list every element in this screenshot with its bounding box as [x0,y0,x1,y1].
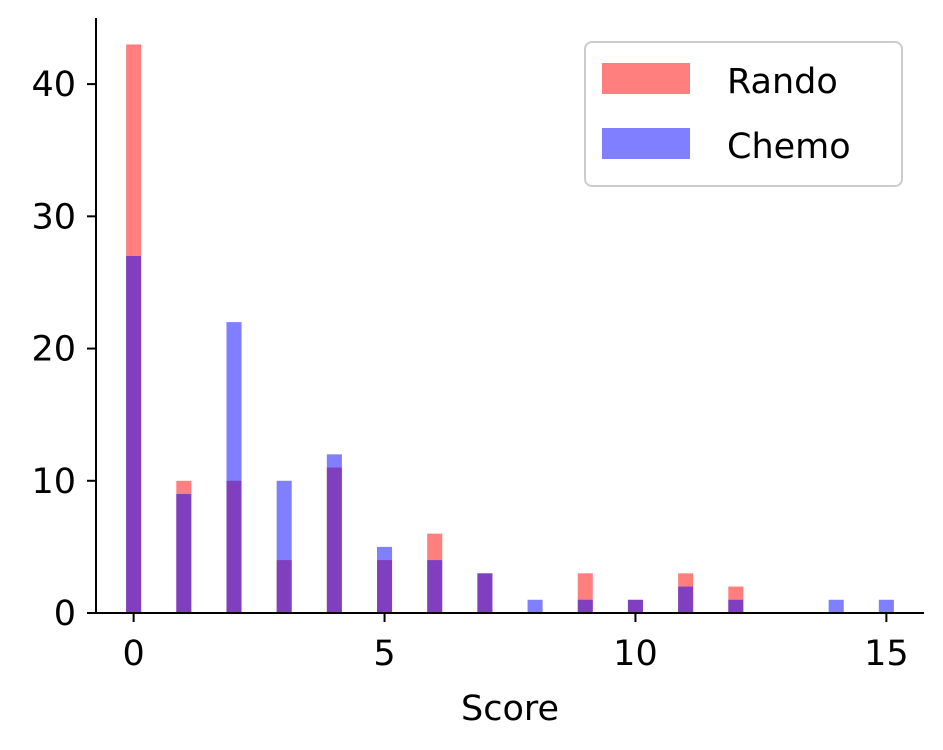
bar-chemo-5 [377,546,393,613]
y-tick-label: 30 [31,197,76,237]
y-tick-label: 40 [31,65,76,105]
bar-chemo-14 [828,599,844,613]
legend-label-chemo: Chemo [727,127,851,167]
bar-chemo-11 [678,586,694,613]
bar-chemo-15 [878,599,894,613]
bar-chemo-12 [728,599,744,613]
legend: Rando Chemo [584,41,903,187]
bar-chemo-6 [427,560,443,613]
legend-swatch-rando [602,63,690,94]
y-tick-label: 0 [54,594,76,634]
bar-chemo-4 [326,454,342,613]
bars-layer [126,44,894,613]
x-ticks: 0 5 10 15 [122,613,909,674]
bar-chemo-8 [527,599,543,613]
x-axis-label: Score [461,689,559,729]
y-tick-label: 10 [31,462,76,502]
bar-chemo-7 [477,573,493,613]
legend-label-rando: Rando [727,62,838,102]
legend-swatch-chemo [602,128,690,159]
y-ticks: 0 10 20 30 40 [31,65,96,634]
axes-layer [95,18,924,614]
bar-chemo-1 [176,494,192,613]
x-tick-label: 15 [864,634,909,674]
x-tick-label: 5 [373,634,395,674]
bar-chemo-10 [627,599,643,613]
x-tick-label: 10 [613,634,658,674]
bar-chemo-3 [276,480,292,613]
x-tick-label: 0 [122,634,144,674]
bar-chemo-2 [226,322,242,613]
y-tick-label: 20 [31,330,76,370]
bar-chemo-0 [126,256,142,613]
bar-chemo-9 [577,599,593,613]
